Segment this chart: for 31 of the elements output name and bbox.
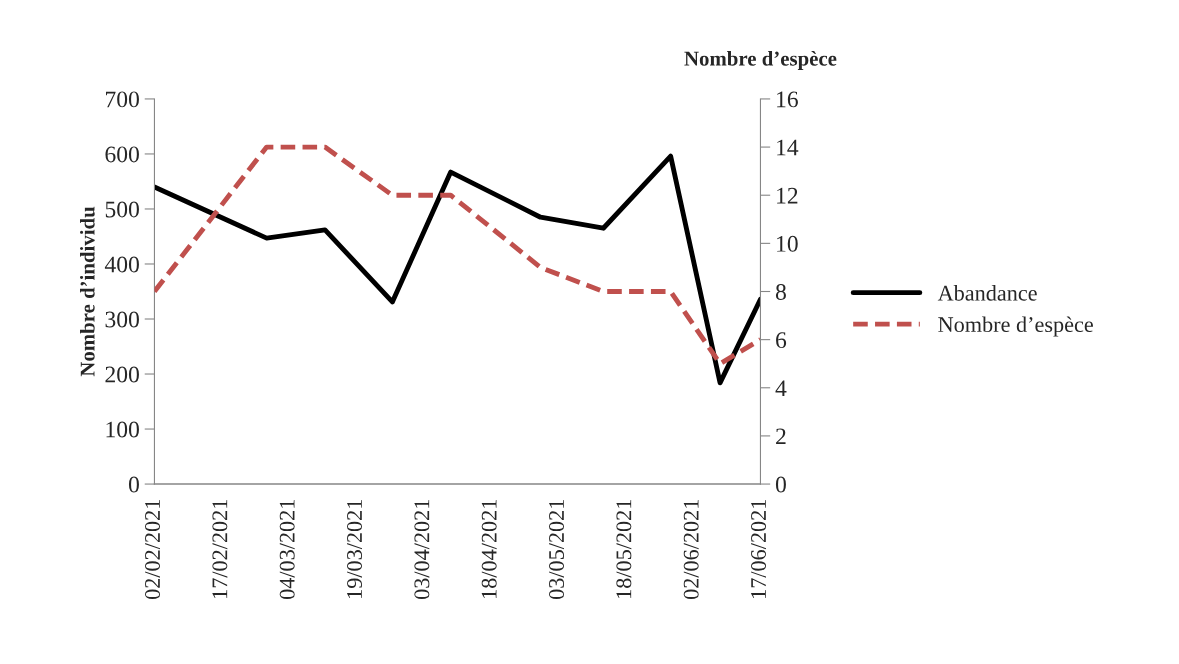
y-tick-label: 400 xyxy=(104,256,139,273)
legend-label: Abandance xyxy=(937,285,1037,301)
y-tick-label: 600 xyxy=(105,146,139,163)
x-tick-label: 03/04/2021 xyxy=(414,499,430,600)
y2-tick-label: 14 xyxy=(777,139,799,156)
y2-tick-label: 16 xyxy=(777,91,798,108)
y2-tick-label: 4 xyxy=(775,380,787,396)
y2-tick-label: 0 xyxy=(775,476,786,493)
y2-tick-label: 8 xyxy=(775,283,786,300)
x-tick-label: 18/04/2021 xyxy=(481,499,497,598)
x-tick-label: 04/03/2021 xyxy=(279,499,295,600)
y-tick-label: 0 xyxy=(128,476,139,493)
x-tick-label: 19/03/2021 xyxy=(347,499,363,598)
x-tick-label: 18/05/2021 xyxy=(616,499,632,598)
x-tick-label: 02/06/2021 xyxy=(683,499,699,600)
x-tick-label: 02/02/2021 xyxy=(145,499,161,600)
x-tick-label: 03/05/2021 xyxy=(549,499,565,600)
y-axis-title: Nombre d’individu xyxy=(80,206,95,377)
y2-tick-label: 10 xyxy=(777,235,798,252)
y2-tick-label: 2 xyxy=(776,428,786,445)
y-tick-label: 500 xyxy=(105,201,139,218)
legend-label: Nombre d’espèce xyxy=(938,316,1093,337)
y-tick-label: 200 xyxy=(105,366,139,383)
y2-tick-label: 12 xyxy=(777,187,798,204)
y2-axis-title: Nombre d’espèce xyxy=(684,50,837,70)
x-tick-label: 17/06/2021 xyxy=(751,499,767,598)
y-tick-label: 700 xyxy=(106,91,139,108)
y-tick-label: 100 xyxy=(106,421,139,438)
y-tick-label: 300 xyxy=(105,311,139,328)
y2-tick-label: 6 xyxy=(776,332,787,349)
x-tick-label: 17/02/2021 xyxy=(212,499,228,598)
